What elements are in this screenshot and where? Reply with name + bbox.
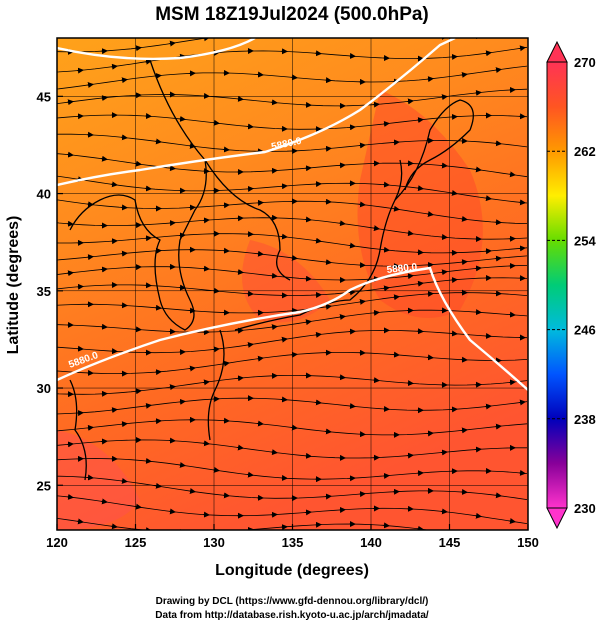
colorbar-label: 238 — [574, 412, 596, 427]
flow-arrow — [271, 102, 277, 103]
x-tick-label: 145 — [439, 535, 461, 550]
x-tick-label: 120 — [46, 535, 68, 550]
flow-arrow — [247, 126, 253, 127]
flow-arrow — [291, 77, 297, 78]
flow-arrow — [407, 455, 413, 456]
credit-line-2: Data from http://database.rish.kyoto-u.a… — [155, 610, 429, 621]
x-tick-label: 135 — [282, 535, 304, 550]
flow-arrow — [305, 168, 311, 169]
flow-arrow — [305, 456, 311, 457]
flow-arrow — [291, 354, 297, 355]
flow-arrow — [77, 70, 83, 71]
flow-arrow — [179, 287, 185, 288]
y-axis-label: Latitude (degrees) — [5, 216, 22, 355]
flow-arrow — [67, 444, 73, 445]
flow-arrow — [441, 452, 447, 453]
y-tick-label: 35 — [37, 284, 51, 299]
flow-arrow — [485, 538, 491, 539]
flow-arrow — [155, 308, 161, 309]
colorbar-top-triangle — [547, 42, 567, 62]
colorbar-label: 246 — [574, 323, 596, 338]
flow-arrow — [373, 312, 379, 313]
credit-line-1: Drawing by DCL (https://www.gfd-dennou.o… — [156, 596, 429, 607]
x-tick-label: 150 — [517, 535, 539, 550]
x-tick-label: 140 — [360, 535, 382, 550]
flow-arrow — [509, 33, 515, 34]
flow-arrow — [145, 238, 151, 239]
flow-arrow — [519, 473, 525, 474]
x-tick-label: 130 — [203, 535, 225, 550]
flow-arrow — [237, 33, 243, 34]
x-axis-label: Longitude (degrees) — [215, 562, 369, 579]
flow-arrow — [291, 310, 297, 311]
colorbar: 270 262 254 246 238 230 — [547, 42, 596, 528]
flow-arrow — [451, 57, 457, 58]
chart-title: MSM 18Z19Jul2024 (500.0hPa) — [155, 4, 429, 25]
colorbar-label: 254 — [574, 233, 596, 248]
y-tick-label: 45 — [37, 89, 51, 104]
flow-arrow — [325, 148, 331, 149]
y-tick-label: 30 — [37, 381, 51, 396]
flow-arrow — [305, 219, 311, 220]
colorbar-bottom-triangle — [547, 508, 567, 528]
flow-arrow — [145, 188, 151, 189]
flow-arrow — [519, 248, 525, 249]
colorbar-label: 262 — [574, 144, 596, 159]
flow-arrow — [451, 280, 457, 281]
flow-arrow — [349, 127, 355, 128]
colorbar-label: 270 — [574, 55, 596, 70]
flow-arrow — [441, 237, 447, 238]
colorbar-label: 230 — [574, 501, 596, 516]
y-tick-label: 40 — [37, 187, 51, 202]
flow-arrow — [101, 269, 107, 270]
colorbar-body — [547, 62, 567, 508]
flow-arrow — [373, 380, 379, 381]
plot-area — [47, 30, 528, 544]
y-tick-label: 25 — [37, 478, 51, 493]
x-tick-label: 125 — [125, 535, 147, 550]
